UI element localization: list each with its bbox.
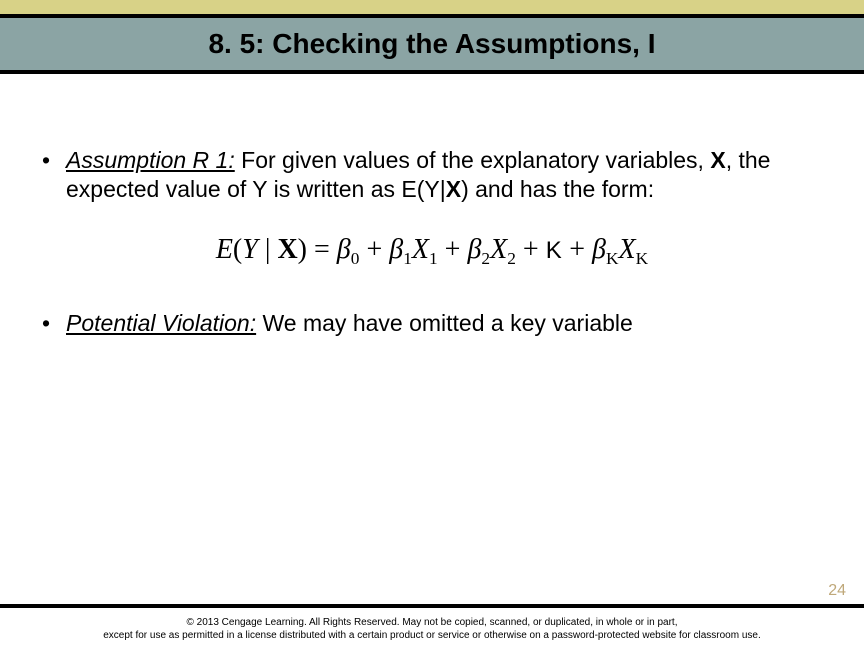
eq-Ksym: K — [546, 237, 563, 264]
eq-Y: Y — [242, 234, 258, 265]
content-area: • Assumption R 1: For given values of th… — [0, 74, 864, 338]
equation: E(Y | X) = β0 + β1X1 + β2X2 + K + βKXK — [40, 232, 824, 270]
assumption-text-3: ) and has the form: — [461, 176, 654, 202]
violation-text: We may have omitted a key variable — [256, 310, 633, 336]
bullet-violation: • Potential Violation: We may have omitt… — [40, 309, 824, 338]
bullet-assumption: • Assumption R 1: For given values of th… — [40, 146, 824, 204]
assumption-bold-x: X — [710, 147, 725, 173]
eq-E: E — [216, 234, 233, 265]
eq-plus3: + — [562, 234, 592, 265]
eq-b2: β — [467, 234, 481, 265]
bullet-text: Assumption R 1: For given values of the … — [60, 146, 824, 204]
eq-xsK: K — [636, 249, 649, 268]
eq-X: X — [277, 234, 297, 265]
page-number: 24 — [828, 582, 846, 600]
top-accent-bar — [0, 0, 864, 14]
violation-label: Potential Violation: — [66, 310, 256, 336]
eq-X1: X — [412, 234, 429, 265]
eq-s2: 2 — [481, 249, 490, 268]
eq-open: ( — [233, 234, 242, 265]
eq-close: ) — [298, 234, 307, 265]
eq-xs2: 2 — [507, 249, 516, 268]
eq-XK: X — [619, 234, 636, 265]
eq-b1: β — [389, 234, 403, 265]
eq-plus1: + — [359, 234, 389, 265]
copyright-line2: except for use as permitted in a license… — [0, 630, 864, 643]
footer-rule — [0, 604, 864, 608]
eq-bar: | — [258, 234, 278, 265]
eq-plus2: + — [438, 234, 468, 265]
bullet-dot: • — [40, 146, 60, 204]
assumption-label: Assumption R 1: — [66, 147, 235, 173]
eq-bK: β — [592, 234, 606, 265]
eq-plusK: + — [516, 234, 546, 265]
title-band: 8. 5: Checking the Assumptions, I — [0, 18, 864, 70]
eq-X2: X — [490, 234, 507, 265]
eq-s1: 1 — [403, 249, 412, 268]
eq-b0: β — [337, 234, 351, 265]
copyright-line1: © 2013 Cengage Learning. All Rights Rese… — [0, 617, 864, 630]
copyright: © 2013 Cengage Learning. All Rights Rese… — [0, 617, 864, 642]
eq-eq: = — [307, 234, 337, 265]
page-title: 8. 5: Checking the Assumptions, I — [208, 28, 655, 60]
eq-sK: K — [606, 249, 619, 268]
assumption-text-1: For given values of the explanatory vari… — [235, 147, 711, 173]
bullet-text: Potential Violation: We may have omitted… — [60, 309, 824, 338]
assumption-bold-x2: X — [446, 176, 461, 202]
bullet-dot: • — [40, 309, 60, 338]
eq-xs1: 1 — [429, 249, 438, 268]
